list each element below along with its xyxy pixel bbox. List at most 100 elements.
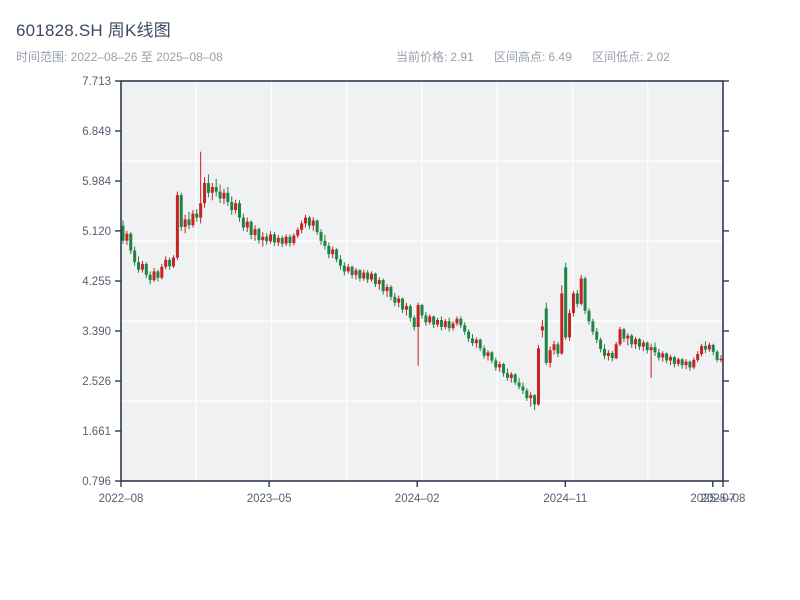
candle-body — [195, 213, 199, 218]
candle-body — [311, 220, 315, 226]
candle-body — [711, 344, 715, 352]
x-tick-label: 2024–11 — [543, 493, 587, 505]
x-tick-label: 2024–02 — [395, 493, 440, 505]
candle-body — [129, 233, 133, 251]
candle-body — [657, 352, 661, 358]
candle-body — [175, 195, 179, 258]
candle-body — [719, 358, 723, 360]
candle-body — [548, 350, 552, 363]
candle-body — [381, 280, 385, 292]
candle-body — [385, 287, 389, 291]
candle-body — [610, 353, 614, 359]
candle-body — [323, 240, 327, 246]
candle-body — [249, 221, 253, 235]
candle-body — [222, 192, 226, 199]
candle-body — [179, 195, 183, 227]
candle-body — [447, 321, 451, 329]
candle-body — [354, 270, 358, 275]
candle-body — [203, 183, 207, 204]
candle-body — [338, 259, 342, 266]
candle-body — [183, 219, 187, 227]
candle-body — [315, 220, 319, 233]
range-low-value: 2.02 — [646, 50, 670, 64]
candle-body — [525, 390, 529, 399]
candle-body — [571, 293, 575, 314]
candle-body — [373, 273, 377, 285]
candle-body — [331, 249, 335, 255]
candle-body — [269, 234, 273, 242]
candle-body — [171, 257, 175, 267]
candle-body — [715, 351, 719, 360]
candle-body — [443, 321, 447, 327]
candle-body — [191, 213, 195, 226]
candle-body — [455, 318, 459, 324]
y-tick-label: 4.255 — [82, 276, 111, 288]
candle-body — [210, 187, 214, 193]
y-tick-label: 6.849 — [82, 126, 111, 138]
candle-body — [544, 308, 548, 363]
candle-body — [560, 293, 564, 354]
candle-body — [587, 310, 591, 322]
candle-body — [688, 361, 692, 368]
candle-body — [416, 305, 420, 327]
y-tick-label: 5.984 — [82, 176, 111, 188]
candle-body — [230, 202, 234, 211]
candle-body — [358, 270, 362, 279]
candle-body — [494, 360, 498, 368]
candle-body — [579, 278, 583, 304]
candle-body — [397, 298, 401, 303]
candle-body — [164, 259, 168, 267]
candle-body — [362, 272, 366, 279]
candle-body — [125, 233, 129, 241]
candle-body — [533, 395, 537, 405]
candle-body — [692, 359, 696, 368]
candle-body — [187, 219, 191, 226]
current-price-stat: 当前价格: 2.91 — [396, 50, 477, 64]
candle-body — [241, 217, 245, 228]
candle-body — [152, 271, 156, 281]
candle-body — [583, 278, 587, 311]
candle-body — [342, 265, 346, 272]
candle-body — [630, 335, 634, 345]
candle-body — [253, 229, 257, 235]
candle-body — [490, 352, 494, 361]
candle-body — [478, 339, 482, 349]
range-high-stat: 区间高点: 6.49 — [494, 50, 575, 64]
candle-body — [133, 250, 137, 263]
candle-body — [144, 263, 148, 275]
candle-body — [575, 293, 579, 304]
candle-body — [439, 320, 443, 327]
x-tick-label: 2023–05 — [247, 493, 292, 505]
candle-body — [327, 246, 331, 255]
candle-body — [502, 364, 506, 374]
candle-body — [420, 305, 424, 316]
candle-body — [498, 364, 502, 368]
x-tick-label: 2025–07 — [690, 493, 735, 505]
candle-body — [669, 357, 673, 361]
candle-body — [618, 329, 622, 345]
candle-body — [292, 235, 296, 244]
page-title: 601828.SH 周K线图 — [16, 21, 171, 40]
price-stats: 当前价格: 2.91 区间高点: 6.49 区间低点: 2.02 — [396, 48, 687, 65]
candle-body — [199, 203, 203, 218]
range-low-stat: 区间低点: 2.02 — [592, 50, 673, 64]
candle-body — [517, 382, 521, 387]
candle-body — [634, 339, 638, 345]
candle-body — [568, 313, 572, 338]
candle-body — [470, 338, 474, 344]
candle-body — [552, 344, 556, 351]
candle-body — [206, 183, 210, 193]
y-tick-label: 1.661 — [82, 426, 111, 438]
candle-body — [319, 232, 323, 241]
candle-body — [226, 192, 230, 203]
candle-body — [482, 348, 486, 356]
candle-body — [288, 236, 292, 244]
candle-body — [622, 329, 626, 339]
candle-body — [700, 346, 704, 355]
candle-body — [463, 325, 467, 332]
candle-body — [265, 236, 269, 242]
candle-body — [564, 267, 568, 338]
candle-body — [307, 217, 311, 226]
